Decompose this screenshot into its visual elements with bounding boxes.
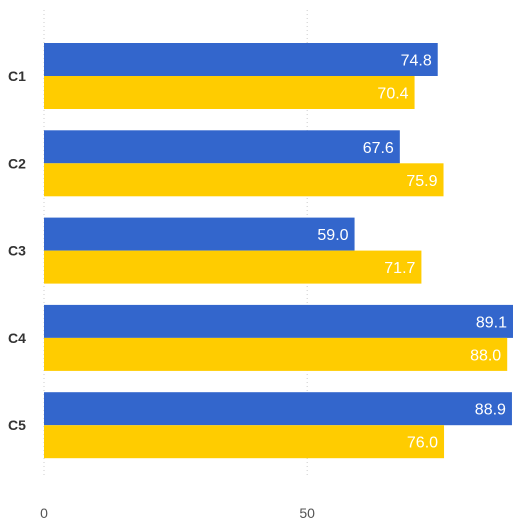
bar-value-label: 88.9: [475, 402, 506, 419]
bar-C4-series-1: [44, 304, 513, 338]
bar-value-label: 67.6: [363, 140, 394, 157]
bars: [44, 43, 513, 459]
bar-C2-series-1: [44, 130, 400, 164]
bar-C2-series-2: [44, 163, 444, 197]
bar-value-label: 70.4: [377, 86, 408, 103]
bar-C1-series-1: [44, 43, 438, 76]
bar-value-label: 74.8: [401, 53, 432, 70]
bar-value-label: 88.0: [470, 347, 501, 364]
bar-value-label: 71.7: [384, 260, 415, 277]
bar-value-labels: 74.8 70.4 67.6 75.9 59.0 71.7 89.1 88.0 88.9 76.0: [317, 53, 507, 452]
bar-C5-series-2: [44, 425, 445, 459]
category-label: C2: [8, 155, 26, 171]
x-axis-tick-labels: 0 50: [40, 505, 315, 520]
category-labels: C1 C2 C3 C4 C5: [8, 68, 26, 433]
bar-value-label: 75.9: [406, 173, 437, 190]
bar-C1-series-2: [44, 76, 415, 109]
bar-value-label: 76.0: [407, 435, 438, 452]
category-label: C1: [8, 68, 26, 84]
bar-value-label: 59.0: [317, 227, 348, 244]
category-label: C4: [8, 330, 26, 346]
bar-C3-series-1: [44, 217, 355, 251]
category-label: C3: [8, 243, 26, 259]
bar-C4-series-2: [44, 337, 508, 371]
bar-C5-series-1: [44, 392, 512, 426]
category-label: C5: [8, 417, 26, 433]
bar-C3-series-2: [44, 250, 422, 284]
x-tick-label: 50: [299, 505, 315, 520]
x-tick-label: 0: [40, 505, 48, 520]
bar-value-label: 89.1: [476, 314, 507, 331]
